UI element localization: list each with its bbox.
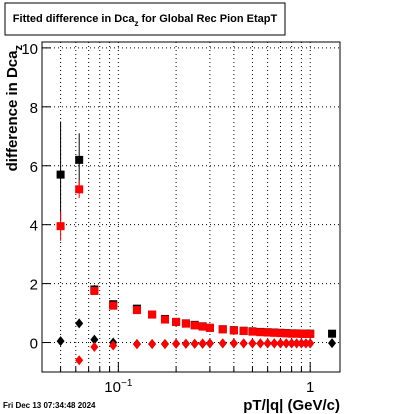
- marker-square: [239, 327, 248, 336]
- marker-square: [256, 328, 265, 337]
- title-box: [4, 2, 286, 36]
- y-axis-label: difference in Dcaz: [4, 45, 25, 172]
- marker-square: [90, 286, 99, 295]
- x-axis-label: pT/|q| (GeV/c): [243, 397, 340, 414]
- marker-diamond: [190, 338, 199, 349]
- marker-square: [282, 329, 291, 338]
- marker-diamond: [301, 338, 310, 349]
- marker-square: [181, 319, 190, 328]
- y-tick-label: 6: [30, 159, 38, 176]
- marker-diamond: [90, 334, 99, 345]
- y-label-text: difference in Dca: [4, 50, 21, 172]
- y-tick-label: 8: [30, 100, 38, 117]
- marker-square: [328, 329, 337, 338]
- marker-square: [248, 327, 257, 336]
- marker-diamond: [287, 338, 296, 349]
- marker-diamond: [205, 338, 214, 349]
- marker-diamond: [218, 338, 227, 349]
- marker-square: [132, 306, 141, 315]
- marker-diamond: [181, 338, 190, 349]
- marker-square: [218, 325, 227, 334]
- marker-diamond: [109, 340, 118, 351]
- marker-square: [287, 329, 296, 338]
- marker-square: [301, 329, 310, 338]
- marker-square: [276, 329, 285, 338]
- marker-square: [75, 185, 84, 194]
- marker-diamond: [148, 339, 157, 350]
- marker-square: [263, 328, 272, 337]
- marker-square: [148, 310, 157, 319]
- marker-diamond: [292, 338, 301, 349]
- marker-diamond: [282, 338, 291, 349]
- marker-diamond: [198, 338, 207, 349]
- y-tick-label: 4: [30, 218, 38, 235]
- marker-diamond: [56, 336, 65, 347]
- y-label-sub: z: [13, 45, 25, 51]
- marker-diamond: [270, 338, 279, 349]
- x-tick-base: 10: [104, 379, 121, 396]
- marker-square: [190, 321, 199, 330]
- marker-square: [306, 329, 315, 338]
- marker-square: [56, 170, 65, 179]
- plot-frame: [41, 41, 341, 373]
- marker-square: [56, 222, 65, 231]
- y-tick-label: 10: [21, 41, 38, 58]
- x-tick-label: 10−1: [104, 378, 133, 396]
- marker-square: [109, 301, 118, 310]
- x-tick-label: 1: [306, 379, 314, 396]
- title-text: for Global Rec Pion EtapT: [138, 13, 277, 25]
- marker-square: [297, 329, 306, 338]
- marker-square: [270, 328, 279, 337]
- marker-diamond: [328, 338, 337, 349]
- marker-diamond: [263, 338, 272, 349]
- marker-square: [198, 322, 207, 331]
- marker-diamond: [229, 338, 238, 349]
- marker-diamond: [276, 338, 285, 349]
- marker-diamond: [248, 338, 257, 349]
- marker-diamond: [256, 338, 265, 349]
- marker-square: [160, 315, 169, 324]
- marker-diamond: [160, 339, 169, 350]
- footer: Fri Dec 13 07:34:48 2024: [3, 401, 96, 410]
- marker-diamond: [297, 338, 306, 349]
- marker-square: [229, 326, 238, 335]
- marker-square: [205, 323, 214, 332]
- marker-diamond: [75, 318, 84, 329]
- title-text: Fitted difference in Dca: [13, 13, 136, 25]
- marker-square: [292, 329, 301, 338]
- marker-diamond: [172, 338, 181, 349]
- y-tick-label: 2: [30, 277, 38, 294]
- marker-diamond: [75, 355, 84, 366]
- marker-square: [75, 155, 84, 164]
- x-tick-exp: −1: [121, 378, 133, 389]
- marker-diamond: [306, 338, 315, 349]
- y-tick-label: 0: [30, 336, 38, 353]
- marker-diamond: [239, 338, 248, 349]
- marker-diamond: [90, 341, 99, 352]
- title-sub: z: [134, 19, 138, 28]
- marker-square: [172, 317, 181, 326]
- marker-diamond: [132, 339, 141, 350]
- chart-title: Fitted difference in Dcaz for Global Rec…: [13, 13, 278, 28]
